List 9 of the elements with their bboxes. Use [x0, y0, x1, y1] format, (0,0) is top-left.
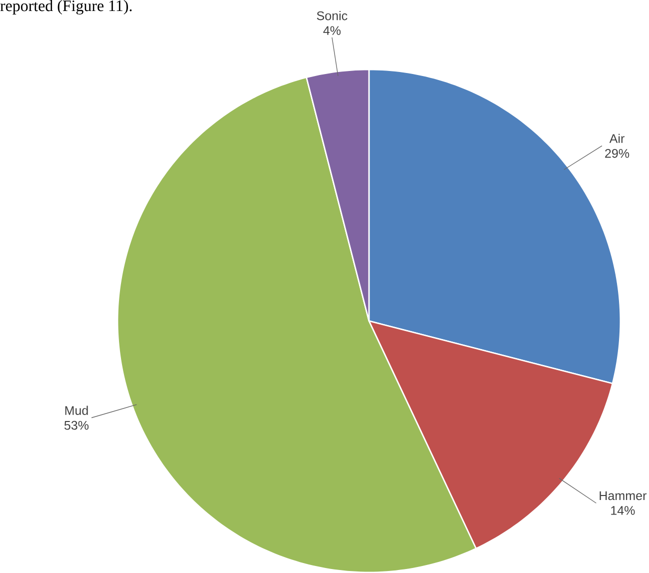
slice-label: Mud — [65, 406, 88, 415]
data-label: 4% — [323, 26, 341, 35]
slice-label: Hammer — [600, 491, 647, 500]
data-label: 53% — [64, 420, 89, 430]
slice-label: Sonic — [316, 10, 348, 20]
data-label: 29% — [605, 148, 630, 158]
slice-label: Air — [609, 134, 624, 143]
text: reported (Figure 11). — [0, 0, 132, 14]
data-label: 14% — [611, 506, 635, 515]
